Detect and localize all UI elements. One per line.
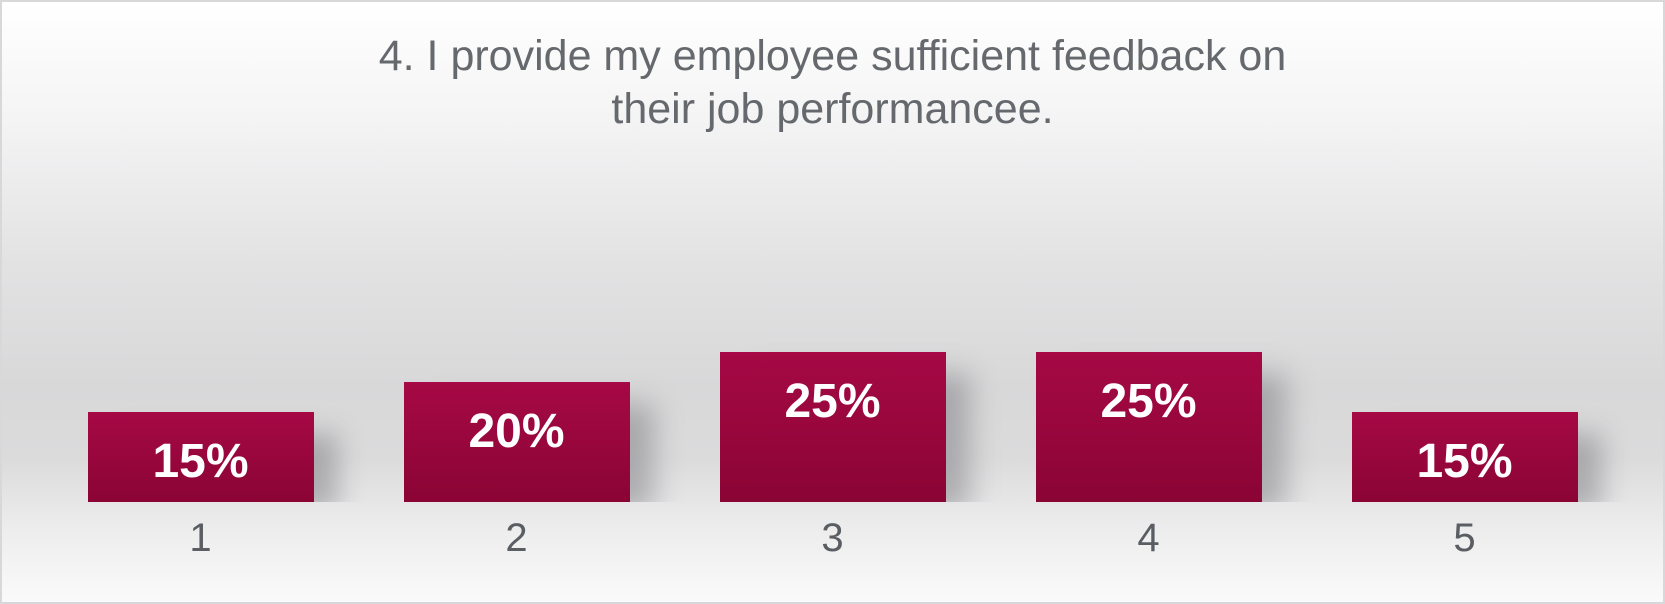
x-axis-tick-label: 2 [505,516,528,560]
bar-value-label: 25% [1100,375,1197,428]
x-axis-tick-label: 4 [1137,516,1160,560]
x-axis-labels: 1 2 3 4 5 [2,502,1663,561]
bar-value-label: 15% [152,435,249,488]
bar: 25% [719,352,946,502]
bar: 25% [1035,352,1262,502]
bar-value-label: 25% [784,375,881,428]
bar-value-label: 15% [1416,435,1513,488]
bar: 15% [87,412,314,502]
bar: 20% [403,382,630,502]
x-axis-tick-label: 3 [821,516,844,560]
chart-title: 4. I provide my employee sufficient feed… [378,32,1287,134]
bar-value-label: 20% [468,405,565,458]
plot-area: 15% 20% 25% 25% 15% [2,2,1663,502]
bar: 15% [1351,412,1578,502]
x-axis-tick-label: 5 [1453,516,1476,560]
x-axis-tick-label: 1 [189,516,212,560]
